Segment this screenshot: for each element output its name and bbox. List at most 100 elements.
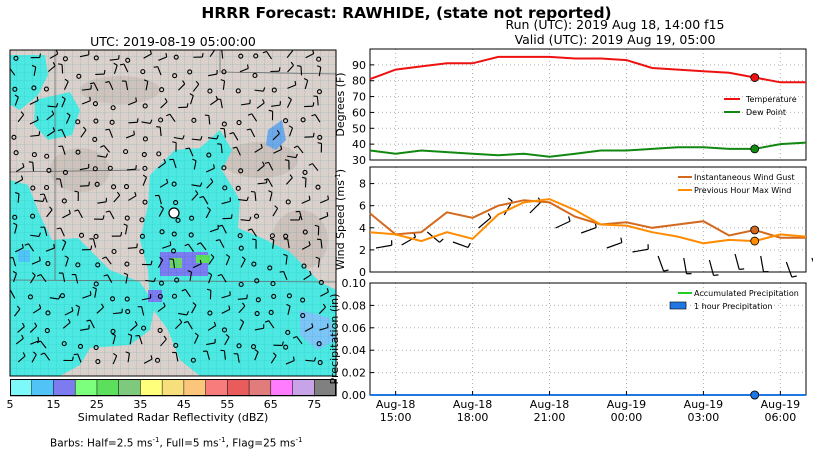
- wind-barb: [127, 100, 137, 106]
- wind-barb-flag: [102, 215, 105, 220]
- wind-barb-flag: [269, 237, 274, 241]
- wind-barb-flag: [103, 274, 108, 277]
- wind-barb-flag: [215, 239, 220, 242]
- wind-barb-flag: [213, 321, 217, 326]
- colorbar-tick-label: 75: [307, 398, 322, 411]
- wind-barb-flag: [292, 336, 297, 339]
- wind-barb: [632, 248, 649, 253]
- wind-barb: [105, 256, 112, 265]
- wind-barb: [296, 336, 303, 345]
- wind-barb: [103, 145, 111, 153]
- y-tick-label: 0.06: [342, 322, 367, 335]
- wind-barb: [96, 306, 104, 314]
- colorbar-tick-label: 55: [220, 398, 235, 411]
- calm-circle: [93, 55, 99, 61]
- colorbar-tick-label: 15: [46, 398, 61, 411]
- current-time-marker: [750, 144, 760, 154]
- calm-circle: [109, 119, 115, 125]
- wind-barb: [77, 353, 82, 363]
- wind-barb: [268, 162, 274, 171]
- x-tick-label: Aug-19: [761, 398, 800, 411]
- wind-barb-flag: [292, 356, 295, 361]
- wind-barb-flag: [150, 260, 153, 265]
- wind-barb-flag: [199, 195, 204, 199]
- calm-circle: [156, 151, 162, 157]
- wind-barb-flag: [113, 62, 118, 66]
- wind-barb: [157, 66, 162, 76]
- legend-label: Previous Hour Max Wind: [694, 186, 791, 195]
- wind-barb: [172, 159, 177, 169]
- wind-barb-flag: [172, 141, 177, 144]
- wind-barb-flag: [52, 62, 56, 67]
- wind-barb: [10, 290, 16, 299]
- calm-circle: [317, 360, 323, 366]
- wind-barb-flag: [225, 333, 230, 338]
- wind-barb: [299, 211, 303, 221]
- wind-barb-flag: [116, 191, 121, 196]
- wind-barb: [206, 350, 210, 360]
- wind-barb-flag: [58, 63, 63, 66]
- calm-circle: [27, 294, 34, 300]
- wind-barb: [239, 321, 245, 331]
- wind-barb: [207, 325, 216, 331]
- calm-circle: [46, 167, 52, 174]
- wind-barb: [30, 134, 40, 137]
- wind-barb-flag: [229, 132, 234, 135]
- calm-circle: [191, 117, 197, 123]
- wind-barb-flag: [111, 333, 116, 336]
- wind-barb: [138, 335, 143, 345]
- wind-barb-flag: [252, 238, 257, 241]
- wind-barb-flag: [187, 270, 192, 273]
- wind-barb-flag: [295, 153, 298, 158]
- wind-barb: [286, 99, 292, 108]
- wind-barb-flag: [133, 130, 135, 135]
- wind-barb: [125, 134, 135, 139]
- calm-circle: [171, 231, 177, 237]
- wind-barb: [206, 181, 214, 189]
- x-tick-label: 03:00: [688, 411, 720, 424]
- y-tick-label: 80: [352, 75, 366, 88]
- wind-barb-flag: [276, 129, 280, 134]
- map-frame: [9, 49, 337, 377]
- wind-barb: [17, 193, 20, 203]
- wind-barb: [126, 168, 136, 171]
- wind-barb-flag: [225, 254, 230, 258]
- wind-barb: [81, 100, 91, 105]
- wind-barb: [318, 67, 322, 77]
- calm-circle: [172, 73, 178, 79]
- calm-circle: [141, 152, 147, 158]
- calm-circle: [92, 166, 98, 172]
- wind-barb: [221, 294, 231, 299]
- wind-barb: [29, 119, 39, 125]
- wind-barb: [239, 67, 249, 73]
- wind-barb: [79, 185, 89, 187]
- wind-barb: [268, 320, 275, 329]
- wind-barb: [683, 257, 688, 274]
- plot-frame: [369, 282, 807, 396]
- wind-barb-flag: [38, 304, 42, 309]
- calm-circle: [109, 296, 116, 302]
- calm-circle: [44, 184, 50, 191]
- wind-barb: [320, 239, 323, 249]
- wind-barb-flag: [192, 302, 197, 306]
- wind-barb-flag: [264, 320, 269, 323]
- wind-barb: [77, 306, 81, 316]
- wind-barb-flag: [791, 275, 797, 278]
- wind-barb-flag: [246, 196, 249, 201]
- wind-barb-flag: [487, 213, 492, 219]
- wind-barb: [29, 325, 38, 333]
- wind-barb-flag: [153, 277, 156, 282]
- wind-barb-flag: [212, 164, 215, 169]
- wind-barb-flag: [13, 222, 18, 226]
- wind-barb-flag: [55, 50, 59, 55]
- wind-barb-flag: [268, 190, 273, 193]
- wind-barb-flag: [88, 181, 90, 186]
- calm-circle: [141, 325, 147, 331]
- wind-barb: [187, 243, 194, 252]
- wind-barb-flag: [283, 253, 288, 257]
- calm-circle: [13, 150, 19, 156]
- wind-barb: [162, 244, 171, 249]
- calm-circle: [125, 57, 131, 63]
- calm-circle: [31, 152, 37, 158]
